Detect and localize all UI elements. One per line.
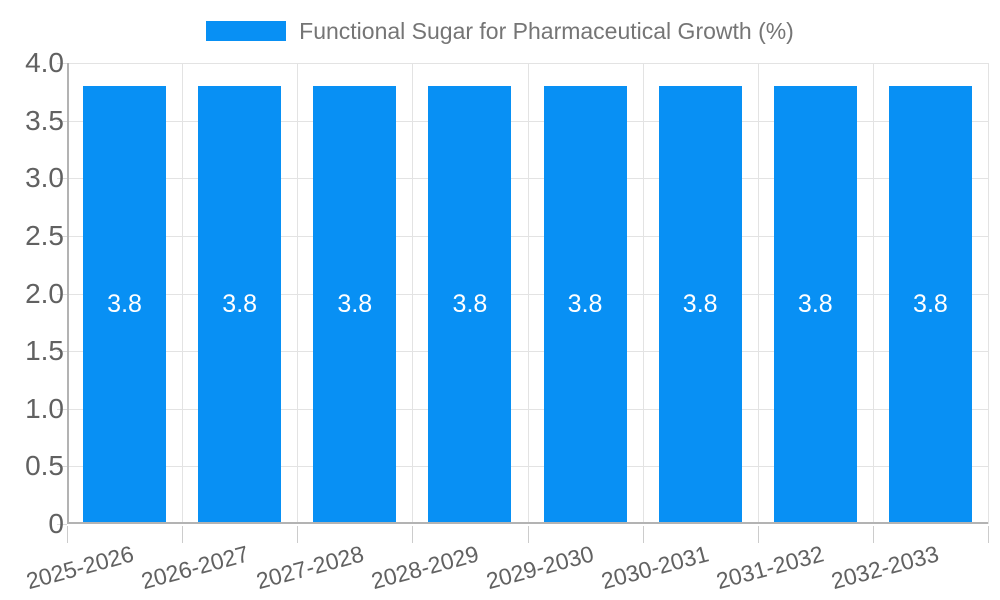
bar[interactable]: 3.8 (313, 86, 397, 522)
bar-value-label: 3.8 (222, 289, 258, 318)
bar[interactable]: 3.8 (658, 86, 742, 522)
x-tick (67, 526, 68, 543)
bar[interactable]: 3.8 (888, 86, 972, 522)
bar-value-label: 3.8 (797, 289, 833, 318)
bar[interactable]: 3.8 (543, 86, 627, 522)
y-tick (57, 466, 67, 468)
y-tick (57, 63, 67, 64)
bar[interactable]: 3.8 (428, 86, 512, 522)
plot-area: 3.8 3.8 3.8 3.8 3.8 3.8 3.8 3.8 (67, 63, 989, 524)
x-gridline (642, 63, 644, 524)
x-gridline (988, 63, 989, 524)
bar-value-label: 3.8 (452, 289, 488, 318)
y-tick-label: 3.5 (25, 104, 64, 136)
y-tick-label: 2.5 (25, 219, 64, 251)
y-tick-label: 3.0 (25, 162, 64, 194)
x-tick (988, 526, 989, 543)
bar-value-label: 3.8 (337, 289, 373, 318)
x-gridline (757, 63, 759, 524)
y-tick (57, 293, 67, 295)
x-tick (642, 526, 644, 543)
bar-value-label: 3.8 (107, 289, 142, 318)
y-tick-label: 1.0 (25, 392, 64, 424)
x-gridline (182, 63, 184, 524)
legend-swatch (206, 21, 287, 41)
y-tick-label: 4.0 (25, 47, 64, 78)
bar-value-label: 3.8 (567, 289, 603, 318)
legend[interactable]: Functional Sugar for Pharmaceutical Grow… (0, 16, 1000, 46)
x-tick (872, 526, 874, 543)
y-tick (57, 235, 67, 237)
y-tick (57, 120, 67, 122)
x-gridline (527, 63, 529, 524)
y-axis-line (67, 63, 69, 524)
y-tick-label: 0.5 (25, 450, 64, 482)
x-tick (182, 526, 184, 543)
x-tick (412, 526, 414, 543)
x-tick (757, 526, 759, 543)
x-tick (297, 526, 299, 543)
bar[interactable]: 3.8 (198, 86, 282, 522)
x-tick (527, 526, 529, 543)
legend-label: Functional Sugar for Pharmaceutical Grow… (299, 18, 794, 44)
y-tick (57, 178, 67, 180)
y-tick-label: 2.0 (25, 277, 64, 309)
bar-value-label: 3.8 (913, 289, 948, 318)
bar-value-label: 3.8 (682, 289, 718, 318)
y-tick (57, 408, 67, 410)
x-axis-line (67, 522, 988, 524)
y-tick (57, 351, 67, 353)
bar[interactable]: 3.8 (83, 86, 167, 522)
bar[interactable]: 3.8 (773, 86, 857, 522)
x-gridline (297, 63, 299, 524)
y-tick-label: 0 (48, 508, 64, 539)
x-gridline (872, 63, 874, 524)
x-gridline (412, 63, 414, 524)
y-tick-label: 1.5 (25, 335, 64, 367)
y-tick (57, 524, 67, 525)
